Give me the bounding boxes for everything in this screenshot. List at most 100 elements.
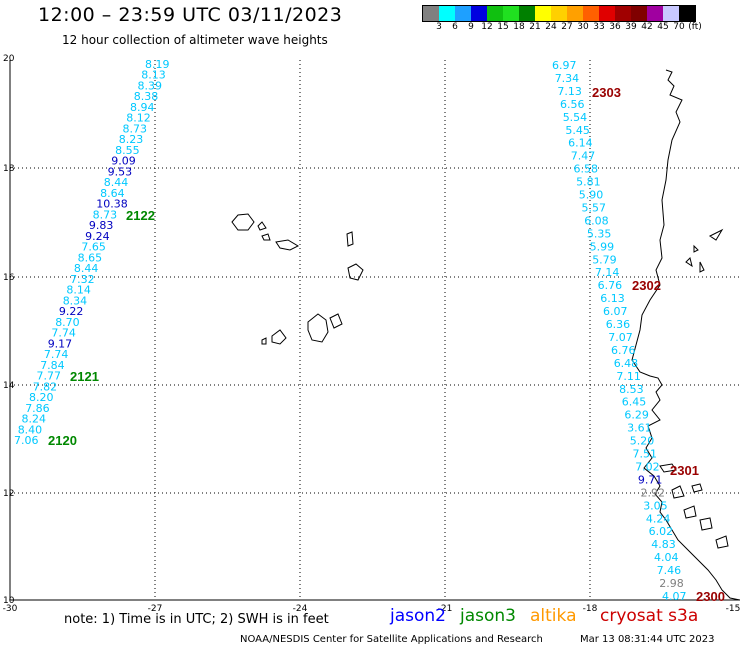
wave-height-label: 6.29 [624,409,649,422]
wave-height-label: 7.46 [657,564,682,577]
colorbar-label: 18 [513,22,525,32]
cape-verde-sao-nicolau [275,239,300,251]
land-outlines [231,69,740,601]
colorbar-swatch [631,6,647,21]
wave-height-label: 6.76 [611,344,636,357]
cape-verde-santa-luzia [261,233,271,241]
wave-height-label: 5.54 [563,111,588,124]
wave-height-label: 8.53 [619,383,644,396]
wave-height-label: 8.73 [123,123,148,136]
pass-label-2302: 2302 [632,278,661,293]
colorbar-swatch [471,6,487,21]
colorbar-label: 3 [436,22,442,32]
cape-verde-maio [329,313,343,329]
wave-height-label: 8.64 [100,187,125,200]
legend-jason3: jason3 [460,606,516,626]
pass-label-2120: 2120 [48,433,77,448]
cape-verde-boa-vista [347,263,364,281]
wave-height-label: 7.13 [557,85,582,98]
colorbar-swatch [503,6,519,21]
cape-verde-sal [346,231,354,247]
wave-height-label: 7.11 [616,370,641,383]
y-tick-label: 16 [3,273,15,283]
wave-height-label: 8.94 [130,101,155,114]
wave-height-label: 5.99 [590,240,615,253]
colorbar-label: 9 [468,22,474,32]
wave-height-label: 2.98 [659,577,684,590]
y-tick-label: 14 [3,381,15,391]
wave-height-label: 7.84 [40,359,64,372]
colorbar-swatch [455,6,471,21]
y-tick-label: 10 [3,596,15,606]
colorbar-swatch [439,6,455,21]
wave-height-label: 8.24 [22,413,47,426]
wave-height-label: 5.57 [582,202,607,215]
colorbar-swatch [551,6,567,21]
wave-height-label: 3.05 [643,499,668,512]
east-satellite-track: 6.977.347.136.565.545.456.147.476.585.81… [552,59,687,603]
wave-height-label: 7.51 [633,448,658,461]
colorbar-label: 24 [545,22,557,32]
pass-label-2300: 2300 [696,589,725,604]
wave-height-label: 6.02 [649,525,674,538]
wave-height-label: 8.23 [119,133,144,146]
wave-height-label: 8.38 [134,90,159,103]
legend-jason2: jason2 [390,606,446,626]
wave-height-label: 8.20 [29,391,54,404]
wave-height-label: 8.12 [126,112,151,125]
colorbar-label: 30 [577,22,589,32]
colorbar-swatch [487,6,503,21]
wave-height-label: 6.48 [614,357,639,370]
cape-verde-fogo [271,329,287,345]
wave-height-label: 8.55 [115,144,140,157]
y-tick-label: 12 [3,489,14,499]
legend-altika: altika [530,606,577,626]
wave-height-label: 8.14 [66,284,91,297]
wave-height-label: 8.70 [55,316,79,329]
wave-height-label: 5.20 [630,435,655,448]
wave-height-label: 8.34 [63,294,87,307]
colorbar-label: (ft) [688,22,702,32]
colorbar-label: 36 [609,22,621,32]
colorbar-label: 45 [657,22,669,32]
wave-height-label: 6.08 [584,214,609,227]
wave-height-label: 10.38 [96,198,128,211]
colorbar-label: 33 [593,22,605,32]
wave-height-label: 6.13 [600,292,625,305]
colorbar-swatch [663,6,679,21]
colorbar-label: 6 [452,22,458,32]
wave-height-label: 6.14 [568,137,593,150]
pass-label-2121: 2121 [70,369,99,384]
legend-cryosat-s3a: cryosat s3a [600,606,699,626]
axis-tick-labels: -30 -27 -24 -21 -18 -15 20 18 16 14 12 10 [3,54,740,614]
wave-height-label: 7.02 [635,461,660,474]
west-satellite-track: 8.198.138.398.388.948.128.738.238.559.09… [14,58,170,447]
wave-height-label: 5.81 [576,176,601,189]
cape-verde-brava [261,337,267,345]
wave-height-label: 9.71 [638,473,663,486]
colorbar-swatch [567,6,583,21]
wave-height-label: 8.13 [141,69,166,82]
colorbar-labels: 3 6 9 12 15 18 21 24 27 30 33 36 39 42 45 70 (ft) [422,22,732,34]
lat-lon-grid [9,60,740,601]
wave-height-label: 6.56 [560,98,585,111]
colorbar-label: 21 [529,22,541,32]
colorbar-swatch [647,6,663,21]
wave-height-label: 7.65 [81,241,106,254]
colorbar-swatch [679,6,695,21]
wave-height-label: 7.74 [44,348,69,361]
wave-height-label: 7.32 [70,273,95,286]
colorbar-swatch [615,6,631,21]
colorbar-label: 70 [673,22,685,32]
x-tick-label: -18 [583,604,598,614]
pass-label-2301: 2301 [670,463,699,478]
colorbar-label: 15 [497,22,509,32]
x-tick-label: -27 [148,604,163,614]
coastal-islets [659,228,729,549]
wave-height-label: 6.76 [598,279,623,292]
wave-height-label: 5.45 [565,124,590,137]
wave-height-label: 9.24 [85,230,110,243]
cape-verde-santiago [307,313,329,343]
y-tick-label: 18 [3,164,15,174]
wave-height-label: 7.47 [571,150,596,163]
